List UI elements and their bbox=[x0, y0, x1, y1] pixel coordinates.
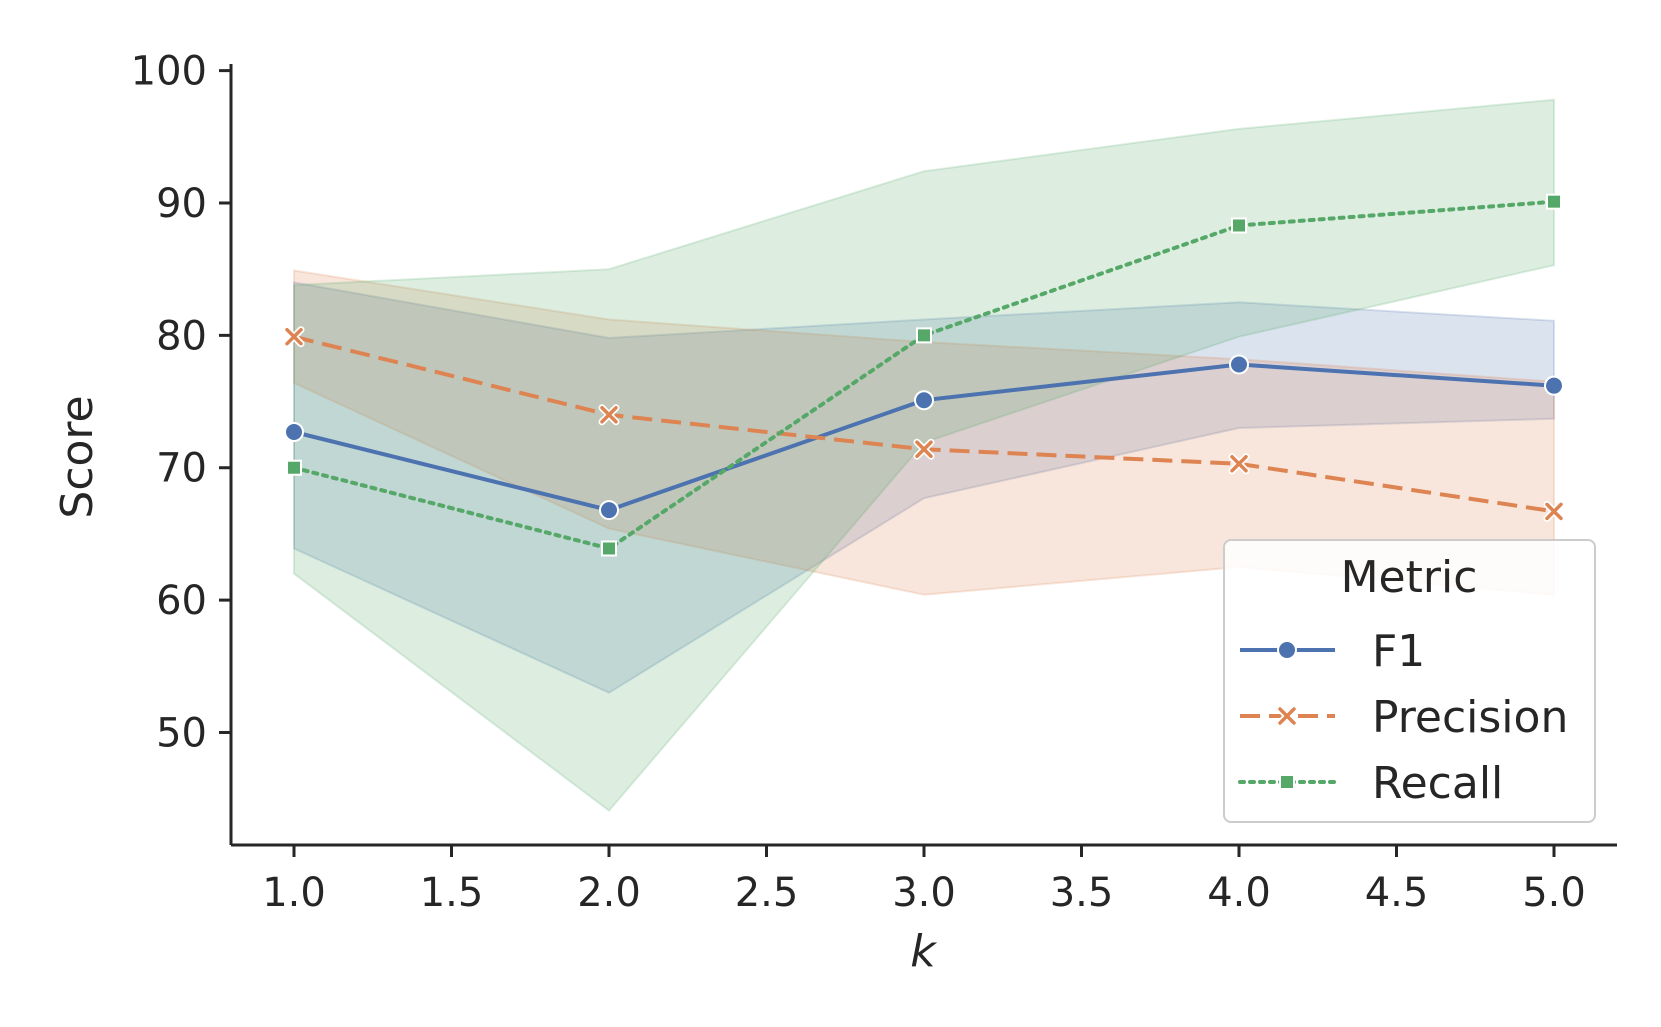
y-tick-label: 50 bbox=[156, 710, 207, 756]
y-tick-label: 80 bbox=[156, 313, 207, 359]
data-point-precision bbox=[283, 326, 305, 348]
x-tick-label: 1.0 bbox=[262, 870, 326, 916]
y-tick-label: 60 bbox=[156, 578, 207, 624]
legend-label-precision: Precision bbox=[1372, 692, 1568, 743]
ci-band-recall bbox=[293, 98, 1555, 812]
data-point-precision bbox=[1228, 453, 1250, 475]
series-markers bbox=[283, 193, 1565, 557]
legend: Metric F1 Precision Recall bbox=[1223, 539, 1596, 823]
data-point-precision bbox=[913, 438, 935, 460]
data-point-f1 bbox=[1229, 354, 1249, 375]
data-point-recall bbox=[916, 327, 932, 344]
x-tick-label: 4.5 bbox=[1365, 870, 1429, 916]
x-tick-label: 4.0 bbox=[1207, 870, 1271, 916]
y-tick-label: 70 bbox=[156, 446, 207, 492]
legend-item-recall: Recall bbox=[1238, 758, 1503, 809]
x-tick-label: 1.5 bbox=[420, 870, 484, 916]
legend-item-precision: Precision bbox=[1240, 692, 1568, 743]
data-point-f1 bbox=[599, 500, 619, 521]
legend-label-f1: F1 bbox=[1372, 626, 1425, 677]
data-point-precision bbox=[598, 404, 620, 426]
ci-band-f1 bbox=[293, 281, 1555, 694]
data-point-recall bbox=[1231, 217, 1247, 234]
x-tick-label: 2.0 bbox=[577, 870, 641, 916]
legend-marker-recall bbox=[1279, 774, 1295, 790]
x-tick-label: 5.0 bbox=[1522, 870, 1586, 916]
data-point-recall bbox=[1546, 193, 1562, 210]
y-tick-label: 90 bbox=[156, 181, 207, 227]
x-tick-label: 3.0 bbox=[892, 870, 956, 916]
legend-marker-f1 bbox=[1277, 640, 1297, 660]
data-point-f1 bbox=[1544, 375, 1564, 396]
axes: 1.0 1.5 2.0 2.5 3.0 3.5 4.0 4.5 5.0 50 60 70 80 90 100 bbox=[131, 49, 1617, 916]
x-tick-label: 2.5 bbox=[735, 870, 799, 916]
legend-marker-precision bbox=[1276, 705, 1298, 727]
legend-frame bbox=[1223, 539, 1596, 823]
legend-label-recall: Recall bbox=[1372, 758, 1503, 809]
legend-item-f1: F1 bbox=[1240, 626, 1425, 677]
data-point-precision bbox=[1543, 500, 1565, 522]
data-point-f1 bbox=[914, 390, 934, 411]
data-point-recall bbox=[286, 459, 302, 476]
x-tick-label: 3.5 bbox=[1050, 870, 1114, 916]
y-axis-title: Score bbox=[52, 395, 103, 518]
x-axis-title: k bbox=[910, 926, 937, 977]
legend-title: Metric bbox=[1341, 552, 1478, 603]
data-point-f1 bbox=[284, 421, 304, 442]
y-tick-label: 100 bbox=[131, 49, 207, 95]
legend-items: F1 Precision Recall bbox=[1238, 626, 1568, 809]
data-point-recall bbox=[601, 540, 617, 557]
